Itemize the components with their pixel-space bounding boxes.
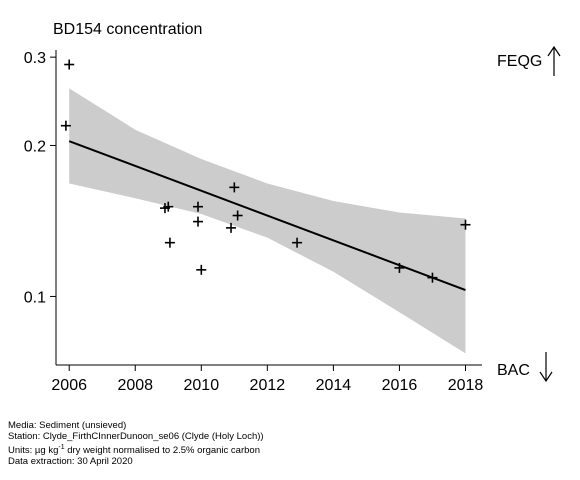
data-points-layer	[60, 59, 471, 283]
data-point	[193, 216, 203, 227]
data-point	[60, 120, 71, 131]
footer-station: Station: Clyde_FirthCInnerDunoon_se06 (C…	[8, 431, 264, 442]
threshold-label-feqg: FEQG	[497, 53, 542, 70]
x-tick-label: 2008	[117, 377, 153, 394]
footer-units-sup: -1	[58, 444, 65, 451]
data-point	[64, 59, 75, 70]
axes: 2006 2008 2010 2012 2014 2016 2018 0.1 0.2 0.3	[24, 50, 484, 394]
labels-layer: BD154 concentration FEQG BAC	[53, 21, 561, 383]
x-tick-label: 2014	[316, 377, 352, 394]
arrow-up-head	[547, 45, 561, 57]
x-tick-label: 2018	[448, 377, 484, 394]
data-point	[460, 219, 471, 230]
footer-units-prefix: Units: µg kg	[8, 445, 59, 457]
data-point	[292, 237, 303, 248]
arrow-up-icon	[547, 45, 561, 76]
data-point	[427, 272, 438, 283]
data-point	[164, 237, 175, 248]
y-tick-label: 0.2	[24, 138, 46, 155]
y-tick-label: 0.1	[24, 289, 46, 306]
footer-units-suffix: dry weight normalised to 2.5% organic ca…	[64, 445, 260, 457]
y-tick-label: 0.3	[24, 50, 46, 67]
x-tick-label: 2012	[250, 377, 286, 394]
threshold-label-bac: BAC	[497, 362, 530, 379]
confidence-band-layer	[69, 88, 466, 354]
arrow-down-head	[539, 371, 553, 383]
x-tick-label: 2010	[184, 377, 220, 394]
confidence-band	[69, 88, 466, 354]
data-point	[226, 222, 237, 233]
footer-extraction: Data extraction: 30 April 2020	[8, 456, 133, 468]
footer: Media: Sediment (unsieved) Station: Clyd…	[8, 420, 264, 467]
data-point	[193, 201, 203, 212]
x-tick-label: 2016	[382, 377, 418, 394]
data-point	[229, 182, 240, 193]
chart-title: BD154 concentration	[53, 21, 202, 38]
data-point	[196, 264, 207, 275]
data-point	[394, 262, 405, 273]
data-point	[163, 201, 174, 212]
arrow-down-icon	[539, 352, 553, 383]
footer-units: Units: µg kg-1 dry weight normalised to …	[8, 442, 264, 456]
footer-media: Media: Sediment (unsieved)	[8, 420, 127, 431]
data-point	[232, 210, 243, 221]
x-tick-label: 2006	[51, 377, 87, 394]
